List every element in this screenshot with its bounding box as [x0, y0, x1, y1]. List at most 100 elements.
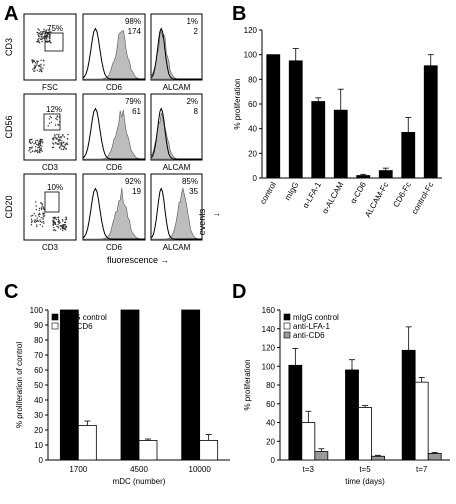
- y-tick-label: 90: [34, 321, 43, 330]
- y-tick-label: 30: [34, 411, 43, 420]
- dotplot-event: [42, 217, 44, 219]
- dotplot-event: [32, 59, 34, 61]
- dotplot-y-label: CD56: [4, 115, 14, 138]
- dotplot-event: [57, 219, 60, 221]
- dotplot-event: [42, 214, 44, 216]
- legend-label: mIgG control: [293, 313, 339, 322]
- dotplot-event: [38, 145, 40, 147]
- y-tick-label: 120: [244, 26, 258, 35]
- dotplot-event: [65, 143, 67, 146]
- bar: [138, 440, 158, 461]
- dotplot-event: [33, 213, 35, 215]
- dotplot-event: [64, 223, 66, 226]
- dotplot-event: [62, 229, 64, 232]
- y-tick-label: 20: [266, 437, 275, 446]
- dotplot-event: [52, 216, 54, 219]
- dotplot-event: [48, 33, 51, 36]
- dotplot-event: [37, 150, 39, 152]
- histogram-percentage: 98%: [125, 17, 141, 26]
- dotplot-event: [32, 68, 34, 71]
- dotplot-event: [53, 222, 55, 224]
- dotplot-event: [60, 148, 62, 150]
- dotplot-event: [29, 148, 31, 150]
- dotplot-event: [53, 136, 55, 138]
- histogram-control-line: [82, 187, 145, 240]
- histogram-x-label: ALCAM: [163, 83, 191, 92]
- gate-percentage: 12%: [46, 105, 62, 114]
- bar: [181, 309, 201, 461]
- dotplot-event: [40, 202, 42, 204]
- dotplot-event: [61, 144, 63, 146]
- dotplot-event: [42, 67, 44, 69]
- dotplot-event: [39, 32, 41, 35]
- bar: [288, 60, 303, 179]
- dotplot-event: [41, 145, 43, 147]
- category-label: α-LFA-1: [301, 180, 323, 210]
- dotplot-event: [54, 223, 57, 226]
- dotplot-event: [36, 64, 38, 66]
- dotplot-event: [40, 140, 42, 142]
- dotplot-event: [59, 221, 61, 224]
- dotplot-event: [34, 70, 36, 72]
- x-axis-label: mDC (number): [113, 477, 166, 486]
- dotplot-event: [56, 133, 58, 136]
- dotplot-event: [57, 227, 60, 229]
- dotplot-event: [35, 208, 37, 211]
- dotplot-event: [63, 228, 65, 230]
- dotplot-event: [43, 28, 45, 31]
- histogram-x-label: ALCAM: [163, 163, 191, 172]
- fluorescence-arrow: →: [160, 255, 169, 265]
- dotplot-event: [40, 149, 42, 152]
- histogram-mfi: 8: [194, 107, 199, 116]
- legend-label: anti-CD6: [61, 322, 93, 331]
- dotplot-event: [41, 35, 43, 38]
- dotplot-event: [61, 219, 64, 221]
- histogram-mfi: 2: [194, 27, 199, 36]
- dotplot-event: [59, 145, 62, 147]
- dotplot-event: [60, 225, 62, 227]
- dotplot-event: [36, 225, 38, 228]
- dotplot-event: [37, 41, 40, 43]
- dotplot-event: [49, 31, 51, 33]
- dotplot-event: [35, 201, 37, 203]
- y-tick-label: 80: [266, 381, 275, 390]
- dotplot-event: [33, 60, 35, 62]
- panel-letter-a: A: [4, 3, 18, 25]
- dotplot-event: [55, 218, 58, 220]
- y-axis-label: % proliferation: [243, 359, 252, 410]
- dotplot-event: [65, 217, 67, 219]
- dotplot-event: [41, 71, 43, 73]
- histogram-control-line: [150, 27, 202, 80]
- dotplot-event: [60, 143, 62, 145]
- bar: [120, 309, 140, 461]
- dotplot-event: [38, 65, 40, 67]
- dotplot-event: [42, 141, 44, 143]
- dotplot-event: [48, 36, 51, 38]
- dotplot-event: [67, 133, 69, 136]
- dotplot-event: [41, 37, 43, 39]
- dotplot-event: [48, 40, 51, 42]
- dotplot-event: [28, 150, 30, 152]
- histogram-percentage: 92%: [125, 177, 141, 186]
- dotplot-event: [48, 122, 51, 125]
- bar: [77, 425, 97, 461]
- dotplot-event: [41, 205, 43, 207]
- dotplot-event: [56, 137, 58, 140]
- y-tick-label: 40: [266, 419, 275, 428]
- dotplot-event: [63, 136, 66, 138]
- dotplot-event: [39, 144, 42, 147]
- dotplot-event: [41, 203, 44, 205]
- dotplot-event: [34, 67, 36, 69]
- dotplot-event: [42, 206, 45, 208]
- dotplot-event: [42, 218, 44, 220]
- bar: [358, 407, 372, 461]
- dotplot-event: [54, 124, 57, 126]
- dotplot-event: [32, 62, 34, 64]
- dotplot-event: [49, 115, 51, 118]
- bar: [423, 65, 438, 179]
- dotplot-x-label: CD3: [42, 243, 59, 252]
- dotplot-event: [61, 140, 63, 142]
- dotplot-event: [58, 220, 60, 222]
- histogram-control-line: [150, 107, 202, 160]
- dotplot-event: [56, 225, 58, 227]
